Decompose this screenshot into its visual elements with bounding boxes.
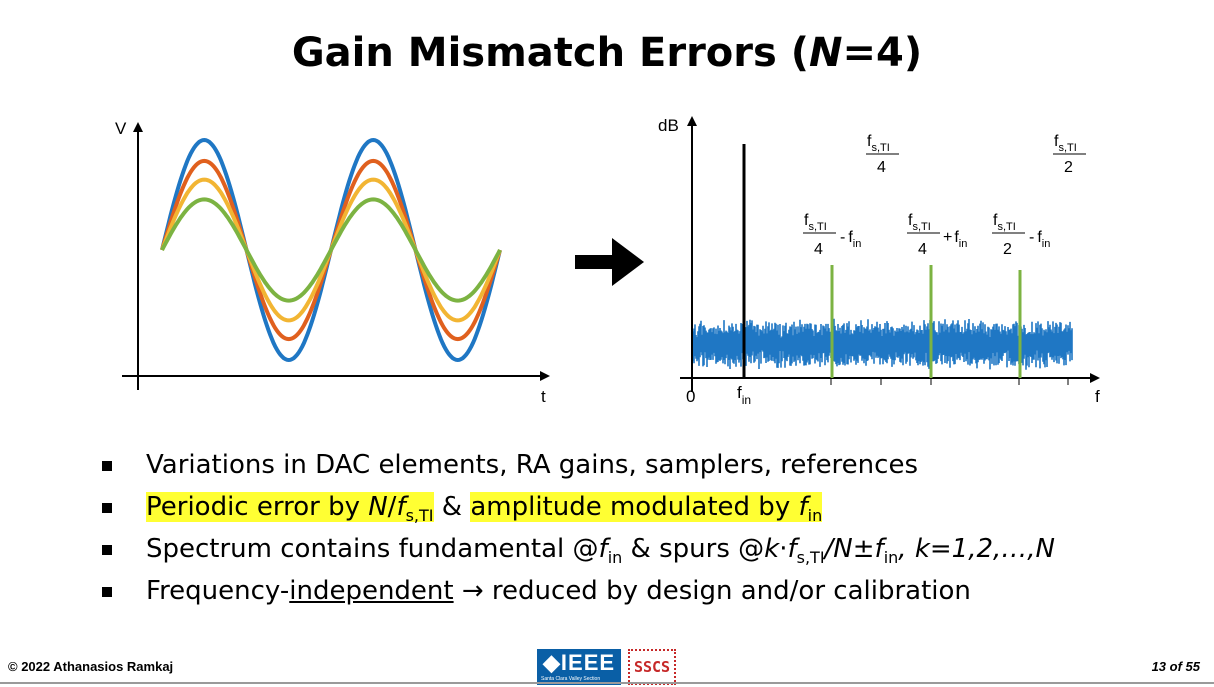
svg-text:fs,TI: fs,TI [1054,133,1077,154]
bullet-1: Variations in DAC elements, RA gains, sa… [100,446,1180,488]
fs2-label: fs,TI 2 [1053,133,1086,176]
right-arrow-icon [575,238,644,286]
noise-floor [692,318,1073,370]
bullet-4: Frequency-independent → reduced by desig… [100,572,1180,614]
fs4-label: fs,TI 4 [866,133,899,176]
spectrum-plot: dB f 0 fin fs,TI 4 fs,TI 2 fs,TI 4 - fin … [658,116,1100,407]
time-y-label: V [115,119,127,138]
footer-divider [0,682,1214,684]
svg-text:-fin: - fin [840,229,861,250]
page-number: 13 of 55 [1151,659,1200,674]
bullet-list: Variations in DAC elements, RA gains, sa… [100,446,1180,614]
bullet-3: Spectrum contains fundamental @fin & spu… [100,530,1180,572]
ieee-logo: ◆IEEE Santa Clara Valley Section [537,649,621,685]
bullet-2: Periodic error by N/fs,TI & amplitude mo… [100,488,1180,530]
origin-label: 0 [686,387,695,406]
svg-text:4: 4 [877,159,886,176]
svg-text:4: 4 [814,241,823,258]
highlight-amplitude: amplitude modulated by fin [470,492,823,525]
spur-label-2: fs,TI 4 + fin [907,212,967,258]
spur-label-1: fs,TI 4 - fin [803,212,861,258]
svg-text:2: 2 [1003,241,1012,258]
copyright-text: © 2022 Athanasios Ramkaj [8,659,174,674]
sscs-logo: SSCS [628,649,676,685]
svg-text:+fin: + fin [943,229,967,250]
time-x-label: t [541,387,546,406]
svg-text:fs,TI: fs,TI [993,212,1016,233]
svg-text:fs,TI: fs,TI [908,212,931,233]
fin-label: fin [737,383,751,407]
figure-area: V t dB f 0 fin fs,TI 4 fs,TI [115,116,1100,407]
sine-waves [160,137,502,363]
sine-wave [160,197,502,303]
spur-label-3: fs,TI 2 - fin [992,212,1050,258]
time-domain-plot: V t [115,119,550,406]
highlight-periodic: Periodic error by N/fs,TI [146,492,434,525]
noise-trace [692,318,1073,370]
svg-text:2: 2 [1064,159,1073,176]
svg-text:fs,TI: fs,TI [804,212,827,233]
page-title: Gain Mismatch Errors (N=4) [291,30,923,76]
spectrum-y-label: dB [658,116,679,135]
svg-text:-fin: - fin [1029,229,1050,250]
spectrum-x-label: f [1095,387,1100,406]
svg-text:4: 4 [918,241,927,258]
svg-text:fs,TI: fs,TI [867,133,890,154]
